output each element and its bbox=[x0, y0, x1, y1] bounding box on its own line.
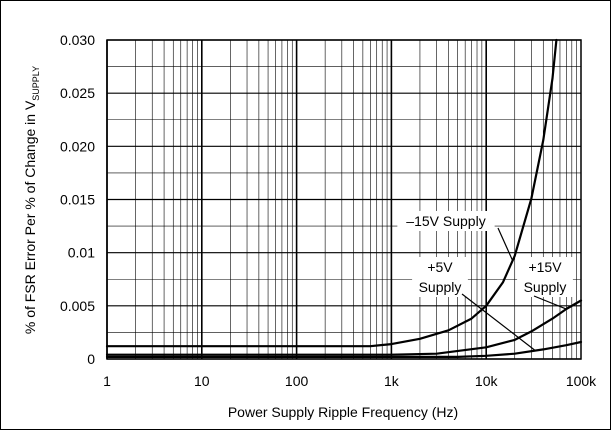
series-line-2 bbox=[105, 340, 583, 358]
y-tick-label: 0 bbox=[87, 351, 95, 367]
annotation-label: +5V bbox=[427, 259, 453, 275]
y-tick-label: 0.015 bbox=[60, 192, 95, 208]
y-axis-label-main: % of FSR Error Per % of Change in V bbox=[22, 100, 38, 334]
annotation-leader-line bbox=[461, 293, 536, 352]
x-tick-label: 1k bbox=[384, 373, 400, 389]
y-tick-label: 0.030 bbox=[60, 32, 95, 48]
annotation-label: Supply bbox=[524, 279, 567, 295]
plot-frame bbox=[106, 39, 582, 360]
x-tick-label: 1 bbox=[103, 373, 111, 389]
x-tick-label: 10 bbox=[194, 373, 210, 389]
annotation-label: +15V bbox=[528, 259, 562, 275]
series-line-0 bbox=[105, 38, 558, 348]
series-line-1 bbox=[105, 299, 583, 356]
annotation-background bbox=[397, 211, 495, 231]
annotation-background bbox=[517, 257, 573, 297]
series-lines bbox=[105, 38, 583, 358]
y-tick-label: 0.025 bbox=[60, 85, 95, 101]
x-tick-label: 10k bbox=[475, 373, 499, 389]
y-axis-label-subscript: SUPPLY bbox=[31, 66, 41, 101]
annotation-leader-line bbox=[497, 227, 514, 261]
annotation-background bbox=[412, 257, 468, 297]
y-tick-label: 0.020 bbox=[60, 138, 95, 154]
x-tick-label: 100k bbox=[566, 373, 597, 389]
x-tick-label: 100 bbox=[285, 373, 309, 389]
y-tick-label: 0.01 bbox=[68, 245, 95, 261]
tick-labels: 1 10 100 1k 10k 100k 0 0.005 0.01 0.015 0.020 0.025… bbox=[60, 32, 597, 389]
annotation-label: –15V Supply bbox=[406, 213, 485, 229]
y-axis-label: % of FSR Error Per % of Change in VSUPPL… bbox=[22, 66, 41, 334]
y-tick-label: 0.005 bbox=[60, 298, 95, 314]
annotation-label: Supply bbox=[419, 279, 462, 295]
annotations: –15V Supply +5V Supply +15V Supply bbox=[397, 211, 573, 352]
annotation-leader-line bbox=[533, 295, 567, 310]
x-axis-label: Power Supply Ripple Frequency (Hz) bbox=[228, 404, 458, 420]
